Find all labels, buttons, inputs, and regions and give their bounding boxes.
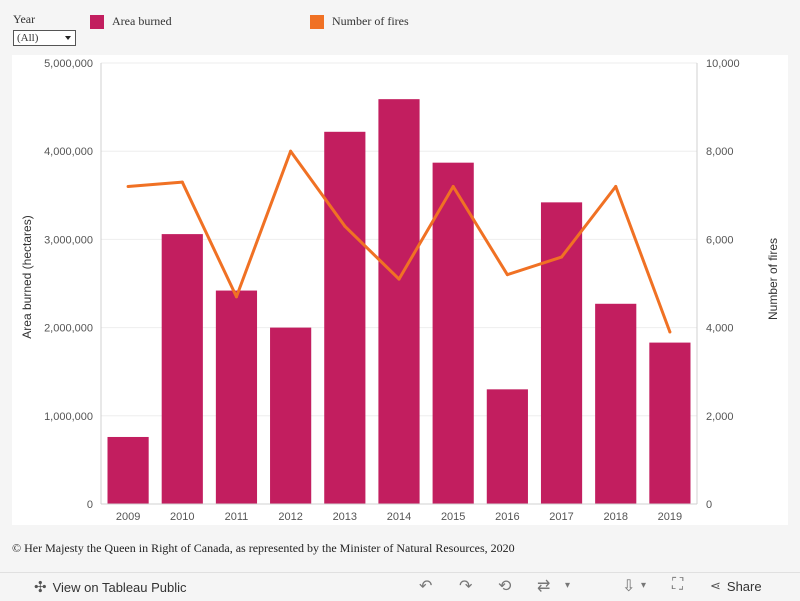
- legend-swatch-fires: [310, 14, 324, 29]
- fires-point-2012[interactable]: [289, 149, 293, 153]
- bar-2016[interactable]: [486, 389, 528, 504]
- year-filter-label: Year: [13, 12, 36, 26]
- x-tick-label: 2018: [603, 511, 627, 523]
- x-tick-label: 2010: [170, 511, 194, 523]
- download-icon[interactable]: ⇩: [622, 578, 636, 595]
- legend-item-area[interactable]: Area burned: [90, 14, 172, 29]
- y-tick-label-right: 10,000: [706, 58, 740, 70]
- view-on-tableau-label: View on Tableau Public: [52, 579, 187, 595]
- fires-point-2015[interactable]: [451, 184, 455, 188]
- chevron-down-icon[interactable]: ▾: [565, 580, 571, 591]
- fires-point-2019[interactable]: [668, 330, 672, 334]
- bar-2018[interactable]: [595, 303, 637, 504]
- x-tick-label: 2013: [333, 511, 357, 523]
- fires-point-2017[interactable]: [560, 255, 564, 259]
- x-tick-label: 2019: [658, 511, 682, 523]
- x-tick-label: 2017: [549, 511, 573, 523]
- refresh-icon[interactable]: ⇄: [537, 578, 551, 595]
- share-label: Share: [726, 578, 762, 594]
- x-tick-label: 2016: [495, 511, 519, 523]
- bar-2017[interactable]: [540, 202, 583, 504]
- legend-label-fires: Number of fires: [332, 14, 409, 28]
- y-tick-label-right: 0: [706, 499, 712, 511]
- bar-2014[interactable]: [378, 99, 420, 505]
- year-filter-value: (All): [17, 32, 39, 44]
- legend-swatch-area: [90, 14, 104, 29]
- x-tick-label: 2015: [441, 511, 465, 523]
- view-on-tableau-button[interactable]: ✣ View on Tableau Public: [34, 578, 187, 596]
- y-tick-label-right: 4,000: [706, 323, 734, 335]
- fires-point-2016[interactable]: [505, 273, 509, 277]
- y-tick-label-left: 0: [87, 499, 93, 511]
- legend-label-area: Area burned: [112, 14, 172, 28]
- y-tick-label-right: 8,000: [706, 146, 734, 158]
- fires-point-2014[interactable]: [397, 277, 401, 281]
- bar-2013[interactable]: [324, 131, 366, 504]
- bar-2012[interactable]: [270, 327, 312, 504]
- bar-2010[interactable]: [161, 234, 203, 504]
- toolbar: ✣ View on Tableau Public ↶ ↷ ⟲ ⇄ ▾ ⇩ ▾ ⛶…: [0, 572, 800, 601]
- y-tick-label-left: 3,000,000: [44, 234, 93, 246]
- fires-point-2009[interactable]: [126, 184, 130, 188]
- share-button[interactable]: ⋖ Share: [710, 578, 762, 594]
- chevron-down-icon: [65, 36, 71, 40]
- revert-icon[interactable]: ⟲: [498, 578, 512, 595]
- x-tick-label: 2011: [225, 511, 249, 523]
- combo-chart: 0 1,000,000 2,000,000 3,000,000 4,000,000 5,0…: [20, 58, 780, 523]
- x-tick-label: 2014: [387, 511, 411, 523]
- bar-2009[interactable]: [107, 436, 149, 504]
- y-axis-label-right: Number of fires: [766, 238, 780, 320]
- tableau-logo-icon: ✣: [34, 579, 47, 596]
- y-tick-label-left: 4,000,000: [44, 146, 93, 158]
- fullscreen-icon[interactable]: ⛶: [672, 576, 684, 593]
- y-tick-label-left: 1,000,000: [44, 411, 93, 423]
- y-tick-label-left: 2,000,000: [44, 323, 93, 335]
- copyright-note: © Her Majesty the Queen in Right of Cana…: [12, 541, 515, 555]
- chart-area: 0 1,000,000 2,000,000 3,000,000 4,000,000 5,0…: [12, 55, 788, 525]
- y-tick-label-right: 2,000: [706, 411, 734, 423]
- x-tick-label: 2012: [278, 511, 302, 523]
- bar-2011[interactable]: [215, 290, 258, 504]
- year-filter-select[interactable]: (All): [13, 30, 76, 46]
- fires-point-2010[interactable]: [180, 180, 184, 184]
- chevron-down-icon[interactable]: ▾: [641, 580, 647, 591]
- fires-point-2011[interactable]: [234, 295, 238, 299]
- share-icon: ⋖: [710, 578, 721, 593]
- bar-2015[interactable]: [432, 162, 474, 504]
- fires-point-2013[interactable]: [343, 224, 347, 228]
- fires-point-2018[interactable]: [614, 184, 618, 188]
- x-tick-label: 2009: [116, 511, 140, 523]
- legend-item-fires[interactable]: Number of fires: [310, 14, 409, 29]
- redo-icon[interactable]: ↷: [459, 578, 473, 595]
- y-tick-label-right: 6,000: [706, 234, 734, 246]
- undo-icon[interactable]: ↶: [419, 578, 433, 595]
- y-axis-label-left: Area burned (hectares): [20, 215, 34, 338]
- bar-2019[interactable]: [649, 342, 691, 504]
- y-tick-label-left: 5,000,000: [44, 58, 93, 70]
